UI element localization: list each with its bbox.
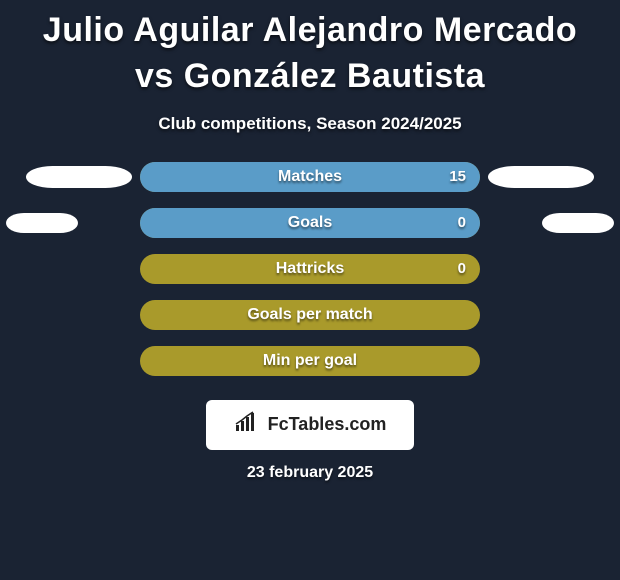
left-pill-slot: [6, 213, 126, 233]
stat-label: Hattricks: [276, 260, 344, 278]
bar-chart-icon: [234, 411, 260, 438]
brand-text: FcTables.com: [268, 414, 387, 435]
stat-label: Goals: [288, 214, 332, 232]
player-pill-right: [488, 166, 594, 188]
footer-card: FcTables.com: [206, 400, 414, 450]
stat-value: 0: [458, 260, 466, 277]
footer-date: 23 february 2025: [0, 450, 620, 482]
stat-row: Goals 0: [0, 208, 620, 238]
stat-label: Matches: [278, 168, 342, 186]
left-pill-slot: [6, 166, 126, 188]
stat-value: 15: [449, 168, 466, 185]
stat-bar: Matches 15: [140, 162, 480, 192]
stat-row: Matches 15: [0, 162, 620, 192]
stat-label: Goals per match: [247, 306, 372, 324]
stat-bar: Hattricks 0: [140, 254, 480, 284]
stat-label: Min per goal: [263, 352, 357, 370]
stat-row: Goals per match: [0, 300, 620, 330]
stat-rows: Matches 15 Goals 0 Hattricks 0 Goals per match…: [0, 162, 620, 376]
stat-row: Min per goal: [0, 346, 620, 376]
player-pill-right: [542, 213, 614, 233]
right-pill-slot: [494, 213, 614, 233]
player-pill-left: [6, 213, 78, 233]
stat-row: Hattricks 0: [0, 254, 620, 284]
stat-bar: Goals 0: [140, 208, 480, 238]
stat-value: 0: [458, 214, 466, 231]
subtitle: Club competitions, Season 2024/2025: [0, 104, 620, 162]
stat-bar: Min per goal: [140, 346, 480, 376]
right-pill-slot: [494, 166, 614, 188]
page-title: Julio Aguilar Alejandro Mercado vs Gonzá…: [0, 0, 620, 104]
stat-bar: Goals per match: [140, 300, 480, 330]
player-pill-left: [26, 166, 132, 188]
